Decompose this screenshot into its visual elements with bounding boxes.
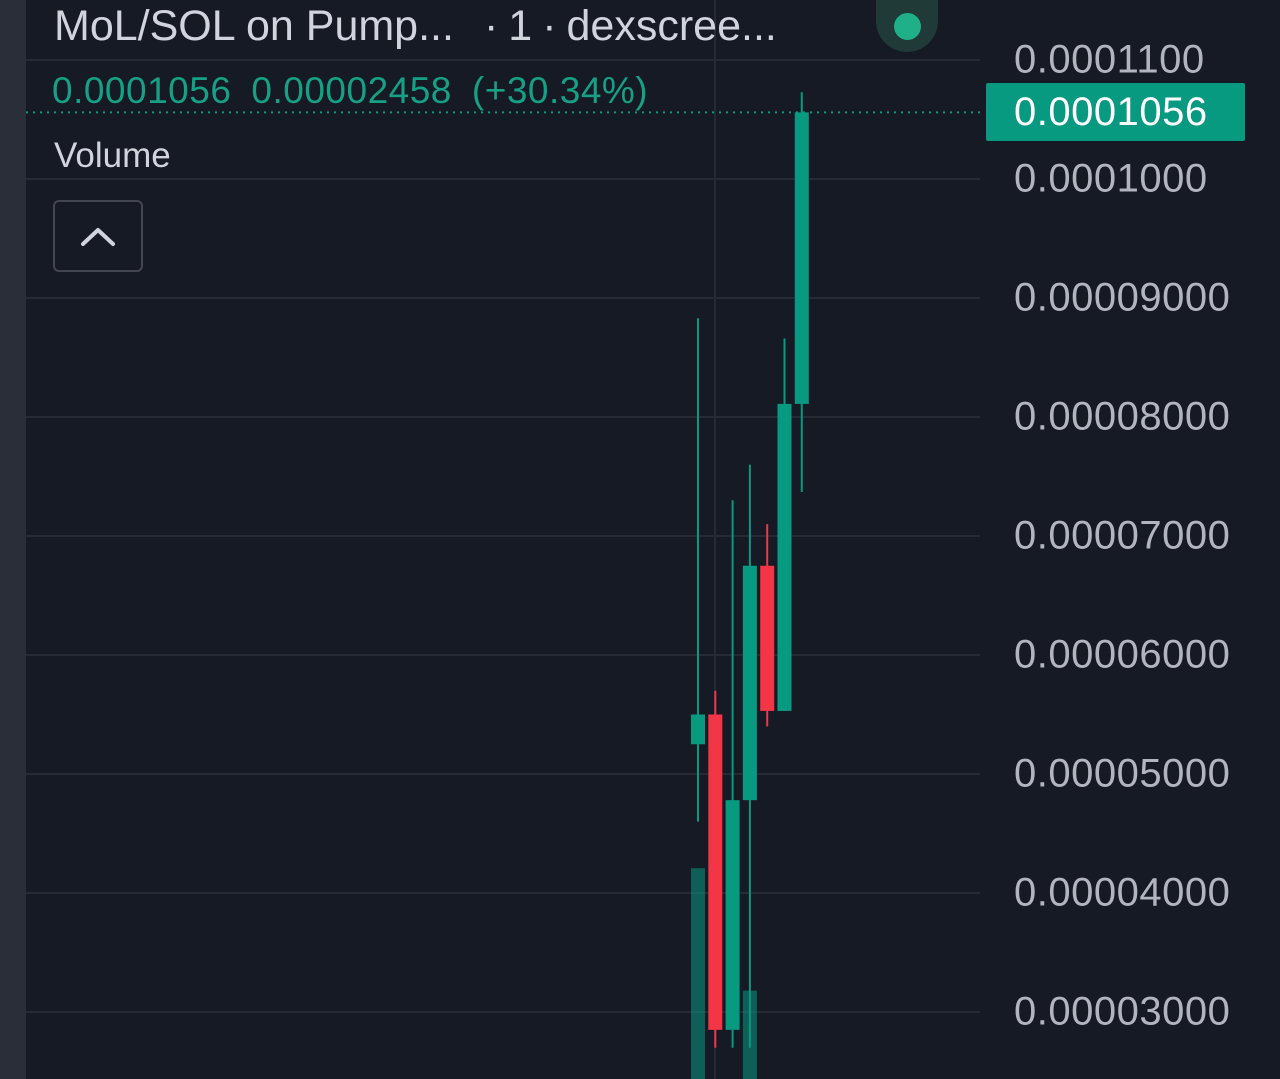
collapse-legend-button[interactable] bbox=[53, 200, 143, 272]
live-dot-icon bbox=[893, 12, 921, 40]
title-separator: · bbox=[542, 1, 557, 50]
grid-lines bbox=[26, 59, 980, 1013]
candle-body-up bbox=[777, 403, 792, 711]
price-tick-label: 0.00003000 bbox=[1014, 989, 1231, 1034]
chart-pane[interactable] bbox=[26, 0, 980, 1079]
price-axis[interactable]: 0.0001100 0.0001000 0.00009000 0.00008000 0.… bbox=[980, 0, 1280, 1079]
candle-body-up bbox=[794, 112, 809, 404]
candle-body-down bbox=[708, 714, 723, 1030]
candle-body-up bbox=[742, 565, 757, 801]
volume-bar bbox=[691, 868, 705, 1079]
candle-body-down bbox=[760, 565, 775, 711]
price-change-value: 0.00002458 bbox=[251, 70, 452, 111]
price-tick-label: 0.00008000 bbox=[1014, 394, 1231, 439]
price-tick-label: 0.0001100 bbox=[1014, 37, 1205, 82]
candle-body-up bbox=[691, 714, 705, 745]
title-separator: · bbox=[483, 1, 499, 50]
volume-bars bbox=[691, 868, 757, 1079]
price-tick-label: 0.00009000 bbox=[1014, 275, 1231, 320]
chart-title-row[interactable]: MoL/SOL on Pump... · 1 · dexscree... bbox=[54, 2, 777, 50]
candles bbox=[691, 92, 809, 1048]
price-change-percent: (+30.34%) bbox=[471, 70, 649, 111]
price-tick-label: 0.00007000 bbox=[1014, 513, 1231, 558]
volume-indicator-label: Volume bbox=[54, 136, 171, 175]
candle-body-up bbox=[725, 800, 740, 1030]
price-tick-label: 0.00005000 bbox=[1014, 751, 1231, 796]
left-toolbar-strip bbox=[0, 0, 26, 1079]
last-price-badge: 0.0001056 bbox=[986, 83, 1245, 141]
symbol-title[interactable]: MoL/SOL on Pump... bbox=[54, 1, 454, 50]
market-status-indicator[interactable] bbox=[876, 0, 938, 52]
chevron-up-icon bbox=[81, 228, 115, 246]
last-price-value: 0.0001056 bbox=[52, 70, 232, 111]
price-legend: 0.0001056 0.00002458 (+30.34%) bbox=[52, 70, 668, 112]
price-tick-label: 0.00004000 bbox=[1014, 870, 1231, 915]
price-tick-label: 0.0001000 bbox=[1014, 156, 1208, 201]
interval-label[interactable]: 1 bbox=[508, 1, 533, 50]
source-label: dexscree... bbox=[566, 1, 777, 50]
price-tick-label: 0.00006000 bbox=[1014, 632, 1231, 677]
candlestick-chart[interactable] bbox=[26, 0, 980, 1079]
